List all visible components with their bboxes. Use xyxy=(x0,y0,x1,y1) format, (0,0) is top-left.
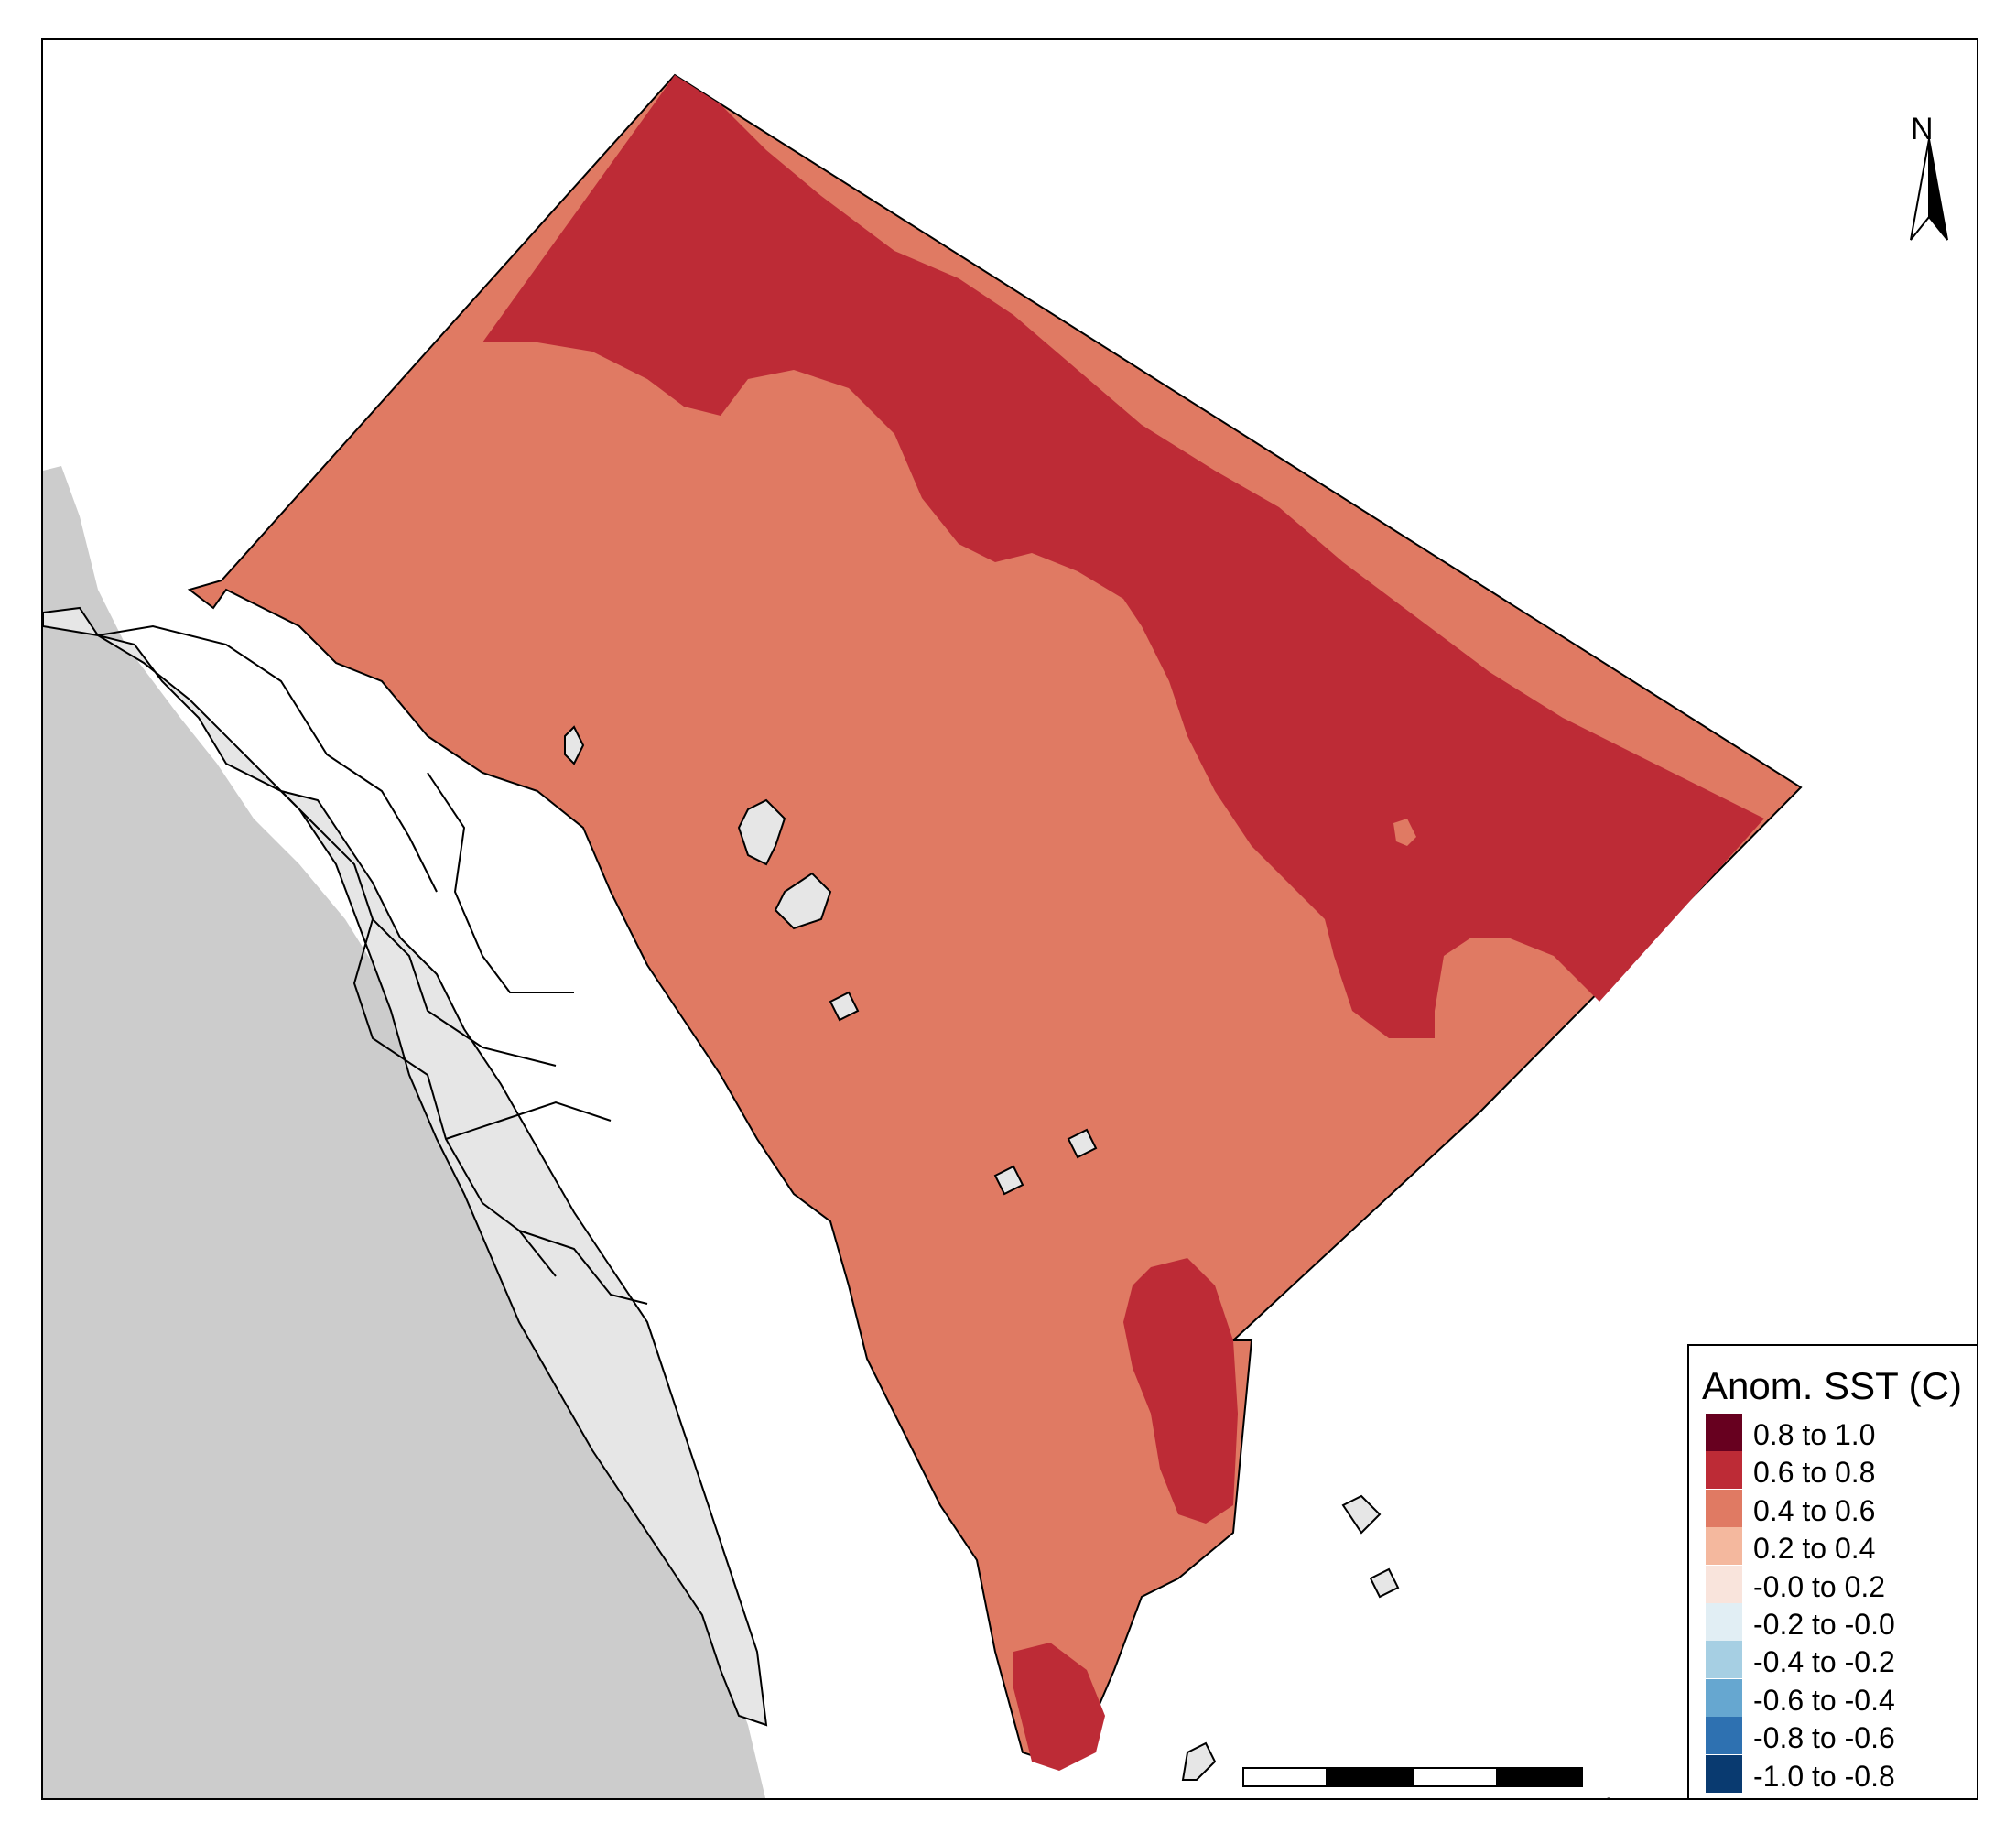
legend-label: -0.6 to -0.4 xyxy=(1753,1683,1895,1717)
legend: Anom. SST (C) 0.8 to 1.0 0.6 to 0.8 0.4 to… xyxy=(1687,1344,1977,1798)
scale-seg-1 xyxy=(1242,1767,1328,1787)
study-region xyxy=(187,73,1803,1763)
legend-swatch xyxy=(1706,1678,1742,1717)
legend-label: 0.8 to 1.0 xyxy=(1753,1418,1876,1451)
scale-seg-3 xyxy=(1413,1767,1498,1787)
zone-high-patch xyxy=(1393,819,1416,846)
legend-swatch xyxy=(1706,1489,1742,1527)
map-canvas xyxy=(43,73,1803,1798)
legend-title: Anom. SST (C) xyxy=(1702,1364,1962,1407)
legend-swatch xyxy=(1706,1603,1742,1641)
land-outer xyxy=(43,466,766,1798)
zone-high-south-1 xyxy=(1123,1258,1238,1524)
map-frame: N Anom. SST (C) 0.8 to 1.0 0.6 to 0.8 0.4 … xyxy=(41,38,1978,1800)
legend-label: 0.2 to 0.4 xyxy=(1753,1532,1876,1566)
legend-swatch xyxy=(1706,1527,1742,1566)
scale-seg-4 xyxy=(1498,1767,1583,1787)
legend-label: 0.6 to 0.8 xyxy=(1753,1456,1876,1490)
scale-label-60: 60 xyxy=(1489,1793,1522,1798)
scale-seg-2 xyxy=(1328,1767,1413,1787)
zone-high-south-2 xyxy=(1013,1643,1105,1771)
catchment-boundaries xyxy=(97,624,648,1305)
legend-swatch xyxy=(1706,1754,1742,1793)
legend-swatch xyxy=(1706,1451,1742,1490)
scale-label-20: 20 xyxy=(1318,1793,1351,1798)
legend-label: -0.4 to -0.2 xyxy=(1753,1645,1895,1679)
legend-label: -0.0 to 0.2 xyxy=(1753,1569,1886,1603)
legend-label: -0.2 to -0.0 xyxy=(1753,1608,1895,1641)
legend-swatch xyxy=(1706,1641,1742,1679)
legend-label: -0.8 to -0.6 xyxy=(1753,1721,1895,1755)
legend-swatch xyxy=(1706,1414,1742,1451)
scale-label-40: 40 xyxy=(1404,1793,1436,1798)
zone-high-north xyxy=(482,75,1764,1038)
island-clusters xyxy=(564,725,1400,1781)
legend-label: 0.4 to 0.6 xyxy=(1753,1493,1876,1527)
north-arrow-icon xyxy=(1910,138,1948,241)
legend-swatch xyxy=(1706,1717,1742,1755)
legend-swatch xyxy=(1706,1565,1742,1603)
land-catchments xyxy=(43,606,768,1727)
legend-label: -1.0 to -0.8 xyxy=(1753,1759,1895,1793)
scale-bar xyxy=(1242,1767,1583,1789)
scale-label-80: 80 km xyxy=(1565,1793,1644,1798)
